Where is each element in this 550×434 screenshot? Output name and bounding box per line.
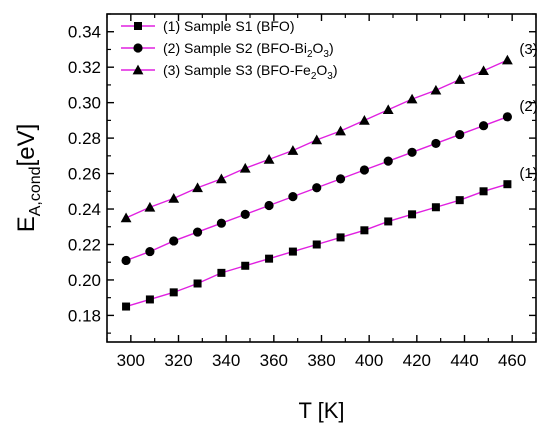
data-point	[335, 174, 346, 184]
series-2: (2)	[121, 98, 538, 266]
legend-label: (2) Sample S2 (BFO-Bi2O3)	[163, 40, 334, 60]
y-tick-label: 0.26	[68, 165, 101, 184]
data-point	[263, 153, 275, 164]
data-point	[408, 210, 417, 219]
data-point	[407, 147, 417, 157]
x-axis-title: T [K]	[298, 398, 344, 423]
data-point	[122, 302, 131, 311]
data-point	[311, 134, 323, 145]
x-tick-label: 460	[498, 351, 526, 370]
x-tick-label: 300	[117, 351, 145, 370]
data-point	[169, 288, 178, 297]
data-point	[288, 192, 298, 202]
data-point	[502, 54, 513, 65]
data-point	[478, 121, 489, 131]
data-point	[359, 165, 369, 175]
data-point	[145, 246, 155, 257]
data-point	[120, 212, 132, 223]
data-point	[241, 261, 250, 270]
data-point	[383, 156, 393, 166]
data-point	[335, 125, 346, 136]
series-tag: (1)	[519, 165, 537, 182]
y-tick-label: 0.18	[68, 306, 101, 325]
data-point	[455, 196, 464, 205]
data-point	[312, 240, 321, 249]
data-point	[503, 180, 512, 189]
x-tick-label: 340	[212, 351, 240, 370]
data-point	[406, 93, 418, 104]
data-point	[144, 201, 156, 212]
series-tag: (3)	[519, 41, 537, 58]
axes: 300 320 340 360 380 400 420 440 460 0.18 0.20 0.22 0…	[13, 13, 537, 423]
x-tick-label: 440	[450, 351, 478, 370]
y-tick-label: 0.20	[68, 271, 101, 290]
series-3: (3)	[120, 41, 538, 223]
legend-item-2: (2) Sample S2 (BFO-Bi2O3)	[121, 40, 334, 60]
data-point	[264, 200, 274, 211]
data-point	[359, 114, 370, 125]
data-point	[193, 279, 202, 288]
series-tag: (2)	[519, 98, 537, 115]
data-point	[430, 84, 442, 95]
data-point	[217, 268, 226, 277]
legend: (1) Sample S1 (BFO) (2) Sample S2 (BFO-Bi…	[121, 18, 338, 82]
y-tick-label: 0.22	[68, 235, 101, 254]
y-axis-title: EA,cond[eV]	[13, 124, 44, 233]
x-tick-label: 400	[355, 351, 383, 370]
y-tick-label: 0.34	[68, 23, 101, 42]
y-tick-label: 0.30	[68, 94, 101, 113]
y-tick-label: 0.28	[68, 129, 101, 148]
data-point	[192, 182, 203, 193]
series-1: (1)	[122, 165, 538, 311]
data-point	[216, 173, 227, 184]
data-point	[145, 295, 154, 304]
y-tick-label: 0.32	[68, 58, 101, 77]
data-point	[479, 187, 488, 196]
data-point	[431, 203, 440, 212]
data-point	[431, 138, 441, 149]
x-tick-label: 360	[260, 351, 288, 370]
legend-marker	[134, 22, 142, 30]
legend-marker	[133, 43, 143, 53]
data-point	[239, 162, 251, 173]
legend-item-3: (3) Sample S3 (BFO-Fe2O3)	[121, 62, 338, 82]
legend-label: (3) Sample S3 (BFO-Fe2O3)	[163, 62, 338, 82]
data-point	[192, 227, 203, 237]
data-point	[121, 255, 131, 266]
data-point	[478, 65, 489, 76]
legend-item-1: (1) Sample S1 (BFO)	[121, 18, 294, 34]
data-point	[502, 112, 512, 122]
data-point	[265, 254, 274, 263]
legend-label: (1) Sample S1 (BFO)	[163, 18, 294, 34]
data-point	[216, 218, 226, 228]
data-point	[384, 217, 393, 226]
data-point	[240, 209, 250, 219]
data-point	[336, 233, 345, 242]
data-point	[454, 74, 466, 84]
y-tick-label: 0.24	[68, 200, 101, 219]
data-point	[312, 183, 322, 193]
data-point	[169, 236, 179, 246]
data-point	[382, 104, 394, 115]
series-layer: (1) (2) (3)	[120, 41, 538, 311]
data-point	[360, 226, 369, 235]
data-point	[168, 192, 180, 203]
data-point	[287, 145, 299, 155]
x-tick-label: 420	[403, 351, 431, 370]
legend-marker	[132, 64, 144, 75]
data-point	[288, 247, 297, 256]
data-point	[455, 129, 465, 140]
x-tick-label: 320	[164, 351, 192, 370]
x-tick-label: 380	[307, 351, 335, 370]
